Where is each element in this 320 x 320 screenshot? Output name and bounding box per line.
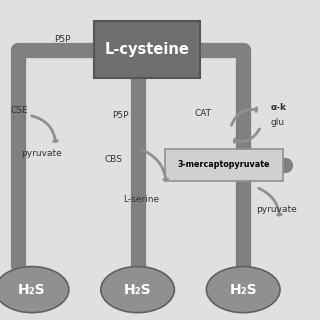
Text: pyruvate: pyruvate [256, 205, 297, 214]
FancyBboxPatch shape [94, 21, 200, 78]
FancyBboxPatch shape [165, 149, 283, 181]
Text: CBS: CBS [105, 156, 123, 164]
Text: α-k: α-k [270, 103, 286, 112]
Text: L-serine: L-serine [123, 196, 159, 204]
Ellipse shape [101, 267, 174, 313]
Ellipse shape [0, 267, 69, 313]
Text: 3-mercaptopyruvate: 3-mercaptopyruvate [178, 160, 270, 169]
Text: pyruvate: pyruvate [21, 149, 62, 158]
Text: H₂S: H₂S [124, 283, 151, 297]
Text: L-cysteine: L-cysteine [105, 42, 190, 57]
Text: CSE: CSE [10, 106, 28, 115]
Ellipse shape [206, 267, 280, 313]
Text: glu: glu [270, 118, 284, 127]
Text: P5P: P5P [54, 36, 71, 44]
Text: H₂S: H₂S [229, 283, 257, 297]
Text: CAT: CAT [195, 109, 212, 118]
Text: H₂S: H₂S [18, 283, 46, 297]
Text: P5P: P5P [112, 111, 128, 120]
